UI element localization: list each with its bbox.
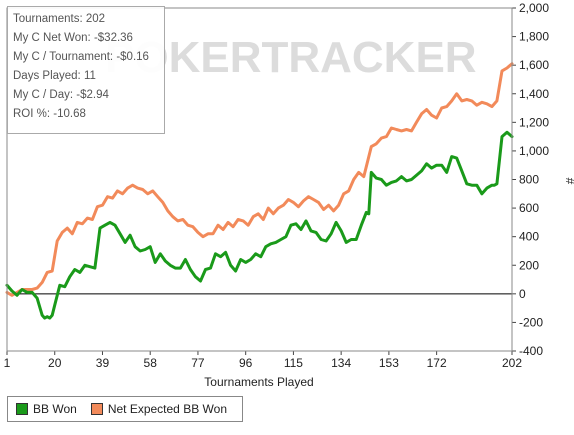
y-tick-label: 1,000 [519,144,549,158]
y-tick-label: 600 [519,201,539,215]
y-tick-label: 200 [519,258,539,272]
x-tick-label: 77 [191,356,205,370]
y-tick-label: 400 [519,230,539,244]
legend-swatch-expected [90,403,103,415]
y-tick-label: 1,800 [519,30,549,44]
x-tick-label: 1 [4,356,11,370]
x-tick-label: 115 [284,356,303,370]
y-tick-label: 1,600 [519,58,549,72]
y-axis-title: # [563,178,574,185]
stat-net-won: My C Net Won: -$32.36 [13,32,133,44]
plot-frame [6,7,513,352]
watermark-text: POKERTRACKER [105,33,477,82]
x-axis-title: Tournaments Played [204,375,313,389]
x-axis: 1 20 39 58 77 96 115 134 153 172 202 [4,351,522,370]
x-tick-label: 202 [502,356,522,370]
stat-days-played: Days Played: 11 [13,70,96,82]
bb-won-line [5,130,514,320]
y-tick-label: 1,400 [519,87,549,101]
stat-roi: ROI %: -10.68 [13,108,86,120]
legend-label-expected: Net Expected BB Won [107,402,227,416]
x-tick-label: 172 [427,356,447,370]
y-tick-label: 2,000 [519,1,549,15]
y-tick-label: 0 [519,287,526,301]
stats-box: Tournaments: 202 My C Net Won: -$32.36 M… [7,6,165,134]
x-tick-label: 96 [239,356,253,370]
legend-item-expected[interactable]: Net Expected BB Won [90,402,227,416]
net-expected-bb-won-line [5,62,514,297]
x-tick-label: 153 [379,356,399,370]
x-tick-label: 134 [331,356,351,370]
legend-swatch-bb-won [16,403,28,415]
x-tick-label: 20 [48,356,62,370]
stat-per-day: My C / Day: -$2.94 [13,89,109,101]
y-axis: -400 -200 0 200 400 600 800 1,000 1,200 1,400 1,60… [7,1,549,358]
y-tick-label: -200 [519,315,543,329]
stat-tournaments: Tournaments: 202 [13,13,106,25]
legend: BB Won Net Expected BB Won [7,396,243,422]
y-tick-label: 1,200 [519,115,549,129]
stat-per-tournament: My C / Tournament: -$0.16 [13,51,149,63]
legend-item-bb-won[interactable]: BB Won [16,402,77,416]
y-tick-label: 800 [519,173,539,187]
legend-label-bb-won: BB Won [33,402,77,416]
series-layer [5,62,514,320]
x-tick-label: 39 [96,356,110,370]
x-tick-label: 58 [144,356,158,370]
y-tick-label: -400 [519,344,543,358]
